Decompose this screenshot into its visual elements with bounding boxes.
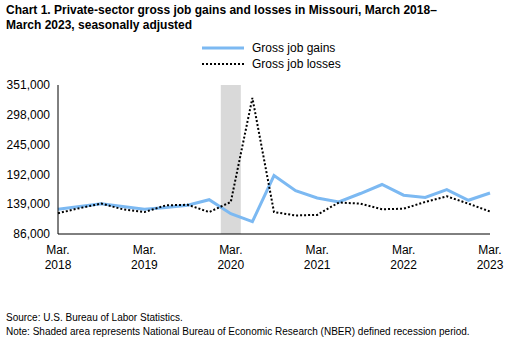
svg-text:298,000: 298,000 [8, 108, 50, 122]
svg-text:351,000: 351,000 [8, 78, 50, 92]
svg-text:Mar.2023: Mar.2023 [477, 243, 504, 272]
html-text:Note: Shaded area represents N: Note: Shaded area represents National Bu… [6, 326, 470, 337]
svg-text:192,000: 192,000 [8, 168, 50, 182]
html-text:Source: U.S. Bureau of Labor S: Source: U.S. Bureau of Labor Statistics. [6, 312, 183, 323]
svg-text:Mar.2019: Mar.2019 [131, 243, 158, 272]
svg-text:86,000: 86,000 [13, 227, 50, 241]
svg-text:Mar.2018: Mar.2018 [45, 243, 72, 272]
svg-text:139,000: 139,000 [8, 197, 50, 211]
svg-text:245,000: 245,000 [8, 138, 50, 152]
svg-text:Mar.2021: Mar.2021 [304, 243, 331, 272]
html-text:Gross job gains: Gross job gains [252, 41, 336, 55]
svg-text:Mar.2022: Mar.2022 [390, 243, 417, 272]
svg-text:Mar.2020: Mar.2020 [217, 243, 244, 272]
html-text:Gross job losses: Gross job losses [252, 57, 341, 71]
html-text:Chart 1. Private-sector gross: Chart 1. Private-sector gross job gains … [6, 3, 437, 32]
